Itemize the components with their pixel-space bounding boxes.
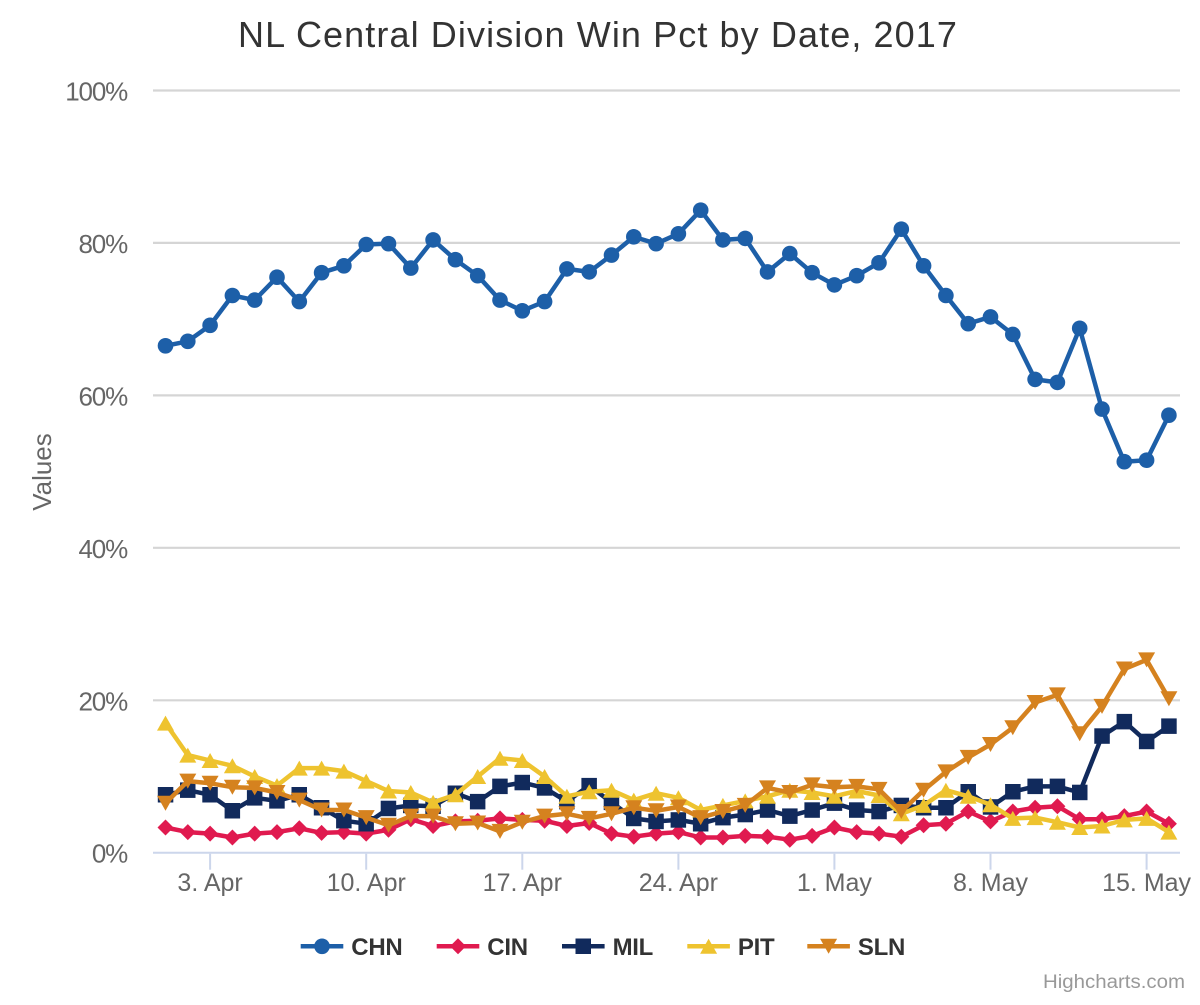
svg-text:NL Central Division Win Pct by: NL Central Division Win Pct by Date, 201…	[238, 14, 958, 55]
svg-text:10. Apr: 10. Apr	[327, 869, 406, 897]
svg-text:SLN: SLN	[858, 934, 905, 961]
svg-text:CHN: CHN	[351, 934, 402, 961]
svg-text:20%: 20%	[79, 686, 129, 716]
svg-text:100%: 100%	[65, 77, 128, 107]
svg-text:CIN: CIN	[487, 934, 527, 961]
svg-text:40%: 40%	[79, 534, 129, 564]
svg-text:1. May: 1. May	[797, 869, 873, 897]
svg-text:Highcharts.com: Highcharts.com	[1043, 972, 1185, 993]
svg-text:15. May: 15. May	[1102, 869, 1191, 897]
svg-text:8. May: 8. May	[953, 869, 1029, 897]
svg-text:17. Apr: 17. Apr	[483, 869, 562, 897]
svg-text:60%: 60%	[79, 381, 129, 411]
svg-text:MIL: MIL	[613, 934, 653, 961]
svg-text:3. Apr: 3. Apr	[177, 869, 242, 897]
svg-text:0%: 0%	[92, 839, 128, 869]
svg-text:PIT: PIT	[738, 934, 775, 961]
svg-text:Values: Values	[27, 433, 57, 511]
svg-text:24. Apr: 24. Apr	[639, 869, 718, 897]
svg-text:80%: 80%	[79, 229, 129, 259]
